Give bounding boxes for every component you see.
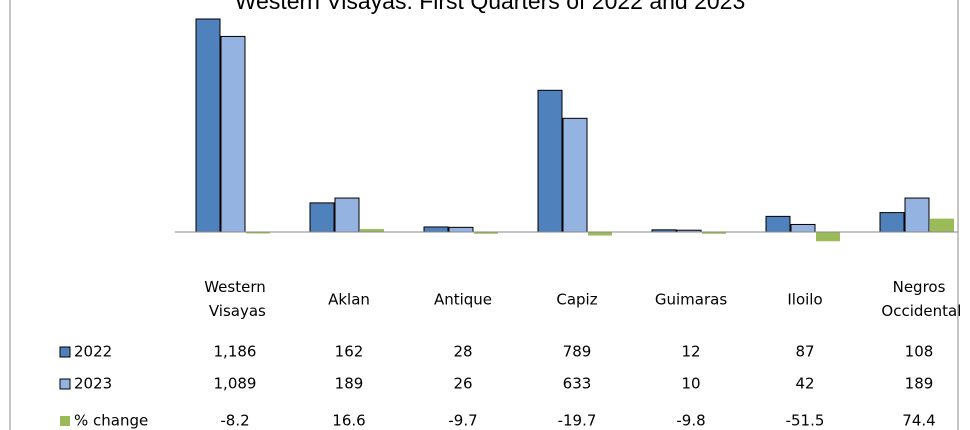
- bar: [816, 232, 840, 242]
- category-label: Guimaras: [655, 291, 727, 309]
- data-label: 189: [905, 375, 934, 393]
- data-label: 26: [453, 375, 472, 393]
- bar: [334, 197, 360, 233]
- data-label: 108: [905, 343, 934, 361]
- data-label: 162: [335, 343, 364, 361]
- legend-swatch: [60, 416, 70, 426]
- data-label: -19.7: [558, 412, 597, 430]
- data-label: -9.7: [448, 412, 477, 430]
- bar: [588, 232, 612, 236]
- chart-title: Western Visayas: First Quarters of 2022 …: [235, 0, 746, 14]
- bar: [309, 202, 335, 233]
- bar: [562, 117, 588, 233]
- data-label: -51.5: [786, 412, 825, 430]
- bar: [930, 218, 954, 232]
- data-label: 74.4: [902, 412, 935, 430]
- bar: [474, 232, 498, 234]
- bar: [246, 232, 270, 234]
- data-label: 16.6: [332, 412, 365, 430]
- category-label: Negros Occidental: [877, 278, 962, 320]
- bar: [423, 226, 449, 233]
- bar: [904, 197, 930, 233]
- bar: [790, 223, 816, 233]
- category-label: Aklan: [328, 291, 370, 309]
- category-label: Western Visayas: [204, 278, 266, 320]
- data-label: -9.8: [676, 412, 705, 430]
- legend-label: % change: [74, 412, 148, 430]
- chart-frame: [9, 0, 959, 430]
- bar: [537, 89, 563, 233]
- data-label: 87: [795, 343, 814, 361]
- data-label: 10: [681, 375, 700, 393]
- bar: [220, 35, 246, 233]
- data-label: 1,186: [214, 343, 257, 361]
- bar: [702, 232, 726, 234]
- legend-swatch: [59, 346, 71, 358]
- data-label: 189: [335, 375, 364, 393]
- data-label: 1,089: [214, 375, 257, 393]
- data-label: -8.2: [220, 412, 249, 430]
- bar: [195, 18, 221, 233]
- category-label: Antique: [434, 291, 492, 309]
- bar: [448, 226, 474, 233]
- data-label: 42: [795, 375, 814, 393]
- category-label: Capiz: [556, 291, 597, 309]
- legend-label: 2022: [74, 343, 112, 361]
- bar: [879, 212, 905, 233]
- category-label: Iloilo: [787, 291, 822, 309]
- data-label: 12: [681, 343, 700, 361]
- legend-label: 2023: [74, 375, 112, 393]
- bar: [765, 215, 791, 233]
- bar: [360, 229, 384, 232]
- data-label: 789: [563, 343, 592, 361]
- legend-swatch: [59, 378, 71, 390]
- data-label: 28: [453, 343, 472, 361]
- data-label: 633: [563, 375, 592, 393]
